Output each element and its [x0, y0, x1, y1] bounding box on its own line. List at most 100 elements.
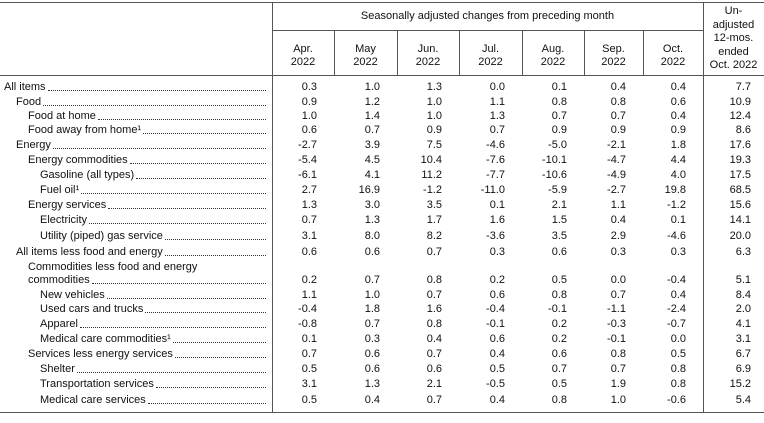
cell: -0.6 — [667, 394, 686, 406]
cell: 1.3 — [301, 199, 317, 211]
cell: 0.6 — [301, 246, 317, 258]
cell: 0.8 — [551, 96, 567, 108]
row-label-text: Gasoline (all types) — [40, 169, 135, 181]
cell: 0.7 — [426, 246, 442, 258]
cell: 0.7 — [610, 363, 626, 375]
cell: 0.6 — [489, 333, 505, 345]
row-label-text: All items less food and energy — [16, 246, 163, 258]
cell: 68.5 — [729, 184, 751, 196]
cell: 0.4 — [670, 289, 686, 301]
cell: -0.8 — [298, 318, 317, 330]
cell: 0.9 — [426, 124, 442, 136]
cell: 1.6 — [426, 303, 442, 315]
unadjusted-header: Un- — [724, 5, 743, 17]
year-header: 2022 — [660, 56, 686, 68]
cell: 1.3 — [426, 81, 442, 93]
cell: 0.3 — [301, 81, 317, 93]
row-label: Medical care services — [40, 394, 270, 407]
cell: -7.7 — [486, 169, 505, 181]
leader — [145, 312, 266, 313]
leader — [136, 178, 266, 179]
cell: 1.8 — [670, 139, 686, 151]
cell: 2.0 — [735, 303, 751, 315]
rule — [0, 75, 764, 76]
cell: 3.1 — [301, 230, 317, 242]
cell: -0.1 — [486, 318, 505, 330]
cell: 0.7 — [426, 394, 442, 406]
row-label: Gasoline (all types) — [40, 169, 270, 182]
leader — [52, 148, 266, 149]
cell: 1.3 — [364, 214, 380, 226]
cell: 1.1 — [301, 289, 317, 301]
year-header: 2022 — [415, 56, 441, 68]
cell: 0.9 — [551, 124, 567, 136]
cell: 1.0 — [364, 81, 380, 93]
unadjusted-header: 12-mos. — [713, 32, 754, 44]
cell: 1.0 — [426, 110, 442, 122]
cell: 4.5 — [364, 154, 380, 166]
cell: 1.3 — [489, 110, 505, 122]
leader — [164, 239, 266, 240]
leader — [43, 105, 266, 106]
cell: 0.6 — [551, 348, 567, 360]
cell: 3.0 — [364, 199, 380, 211]
cell: 1.1 — [610, 199, 626, 211]
rule — [459, 30, 460, 75]
cell: 0.6 — [364, 348, 380, 360]
cell: 0.4 — [670, 81, 686, 93]
row-label-text: Shelter — [40, 363, 75, 375]
row-label: Food — [16, 96, 270, 109]
rule — [272, 2, 273, 412]
cell: 19.3 — [729, 154, 751, 166]
cell: -0.1 — [548, 303, 567, 315]
cell: 0.2 — [551, 333, 567, 345]
cell: 1.1 — [489, 96, 505, 108]
row-label: commodities — [28, 274, 270, 287]
cell: -0.1 — [607, 333, 626, 345]
cell: 1.0 — [426, 96, 442, 108]
row-label-text: Fuel oil¹ — [40, 184, 80, 196]
cell: 0.5 — [301, 363, 317, 375]
cell: 17.6 — [729, 139, 751, 151]
cell: 0.5 — [551, 378, 567, 390]
cell: 0.7 — [489, 124, 505, 136]
cell: 4.1 — [735, 318, 751, 330]
cell: 0.5 — [551, 274, 567, 286]
cell: 0.9 — [301, 96, 317, 108]
year-header: 2022 — [290, 56, 316, 68]
cell: 0.1 — [551, 81, 567, 93]
cell: 8.6 — [735, 124, 751, 136]
cell: 0.4 — [489, 394, 505, 406]
cell: 8.4 — [735, 289, 751, 301]
cell: -7.6 — [486, 154, 505, 166]
cell: -2.7 — [607, 184, 626, 196]
cell: 0.2 — [301, 274, 317, 286]
month-header: Jul. — [481, 43, 500, 55]
month-header: Jun. — [417, 43, 439, 55]
cell: 0.4 — [489, 348, 505, 360]
cell: 0.8 — [551, 289, 567, 301]
cell: 0.0 — [489, 81, 505, 93]
cell: 16.9 — [358, 184, 380, 196]
leader — [172, 342, 266, 343]
cell: 3.9 — [364, 139, 380, 151]
row-label-text: Medical care services — [40, 394, 146, 406]
cell: 19.8 — [664, 184, 686, 196]
leader — [76, 372, 266, 373]
cell: 2.1 — [426, 378, 442, 390]
cell: 14.1 — [729, 214, 751, 226]
rule — [584, 30, 585, 75]
cell: 5.4 — [735, 394, 751, 406]
cell: 0.6 — [364, 363, 380, 375]
cell: 2.7 — [301, 184, 317, 196]
cell: -0.7 — [667, 318, 686, 330]
cell: 1.3 — [364, 378, 380, 390]
row-label: Energy — [16, 139, 270, 152]
leader — [164, 255, 266, 256]
cell: -0.4 — [486, 303, 505, 315]
row-label-text: All items — [4, 81, 46, 93]
cell: 0.8 — [670, 363, 686, 375]
cell: -4.9 — [607, 169, 626, 181]
cell: 4.4 — [670, 154, 686, 166]
cell: -10.6 — [541, 169, 567, 181]
